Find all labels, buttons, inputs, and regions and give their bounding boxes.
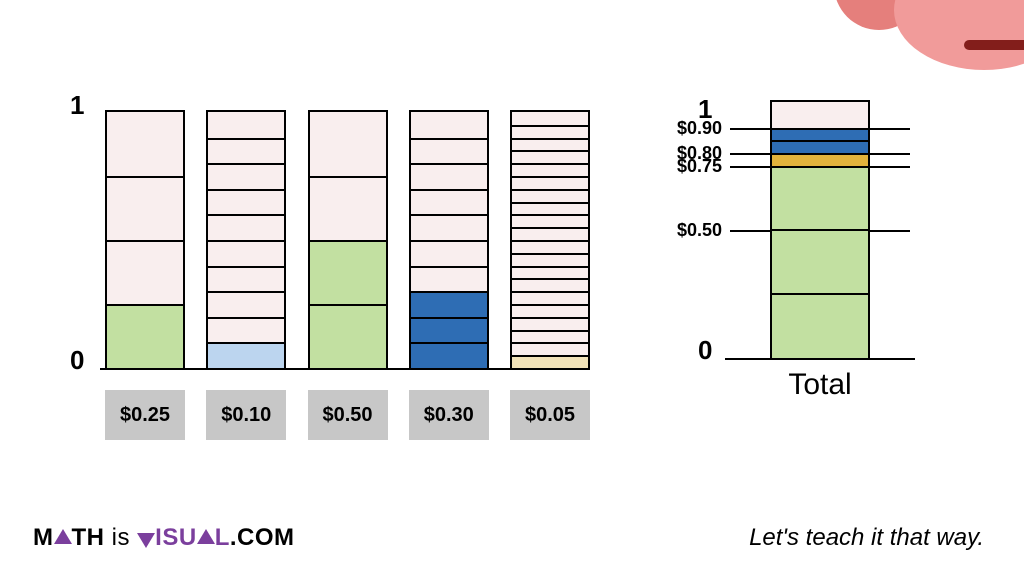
bar-segment bbox=[512, 330, 588, 343]
bar-segment bbox=[411, 266, 487, 292]
left-baseline bbox=[100, 368, 590, 370]
bar-segment bbox=[107, 304, 183, 368]
bar-segment bbox=[310, 112, 386, 176]
total-bar bbox=[770, 100, 870, 358]
bar bbox=[409, 110, 489, 368]
bar-segment bbox=[411, 291, 487, 317]
brand-is: is bbox=[105, 524, 138, 551]
total-label: Total bbox=[740, 368, 900, 402]
bar-segment bbox=[411, 342, 487, 368]
brand-th: TH bbox=[72, 524, 105, 551]
bar-segment bbox=[512, 150, 588, 163]
bar-segment bbox=[208, 291, 284, 317]
axis-label-1-left: 1 bbox=[70, 90, 84, 121]
bar-segment bbox=[512, 214, 588, 227]
bar-segment bbox=[310, 176, 386, 240]
bar-segment bbox=[512, 240, 588, 253]
bar-segment bbox=[512, 125, 588, 138]
bar-segment bbox=[512, 304, 588, 317]
triangle-down-icon bbox=[137, 533, 155, 548]
bar-segment bbox=[411, 138, 487, 164]
triangle-up-icon-2 bbox=[197, 529, 215, 544]
bar-segment bbox=[512, 317, 588, 330]
corner-decoration bbox=[864, 0, 1024, 80]
bar-segment bbox=[208, 240, 284, 266]
bar-segment bbox=[107, 176, 183, 240]
axis-label-0-left: 0 bbox=[70, 345, 84, 376]
bar-segment bbox=[512, 278, 588, 291]
price-label: $0.10 bbox=[206, 390, 286, 440]
total-segment bbox=[772, 140, 868, 153]
bar-segment bbox=[310, 304, 386, 368]
bar-segment bbox=[107, 240, 183, 304]
bar-segment bbox=[512, 163, 588, 176]
bar bbox=[308, 110, 388, 368]
axis-label-0-right: 0 bbox=[698, 335, 712, 366]
price-label: $0.50 bbox=[308, 390, 388, 440]
bar-segment bbox=[107, 112, 183, 176]
bar-segment bbox=[411, 189, 487, 215]
bar-segment bbox=[208, 112, 284, 138]
chart-area: 1 0 $0.25$0.10$0.50$0.30$0.05 1 0 $0.90$… bbox=[60, 110, 960, 430]
bar-segment bbox=[411, 214, 487, 240]
bar-segment bbox=[208, 138, 284, 164]
total-segment bbox=[772, 166, 868, 358]
price-label: $0.05 bbox=[510, 390, 590, 440]
total-tick-label: $0.75 bbox=[662, 156, 722, 177]
bar-segment bbox=[512, 202, 588, 215]
total-segment bbox=[772, 153, 868, 166]
footer-tagline: Let's teach it that way. bbox=[749, 524, 984, 552]
bar-segment bbox=[512, 189, 588, 202]
bar-segment bbox=[208, 163, 284, 189]
bar-segment bbox=[512, 355, 588, 368]
total-tick-label: $0.90 bbox=[662, 118, 722, 139]
total-group: 1 0 $0.90$0.80$0.75$0.50 Total bbox=[670, 100, 940, 400]
bar-segment bbox=[208, 266, 284, 292]
total-segment bbox=[772, 128, 868, 141]
bar-segment bbox=[208, 189, 284, 215]
brand-com: .COM bbox=[230, 524, 295, 551]
bar bbox=[206, 110, 286, 368]
total-inner-line bbox=[772, 293, 868, 295]
bar bbox=[105, 110, 185, 368]
bar-segment bbox=[512, 342, 588, 355]
brand-m: M bbox=[33, 524, 54, 551]
bar-segment bbox=[512, 112, 588, 125]
bar-segment bbox=[512, 227, 588, 240]
brand-isu: ISU bbox=[155, 524, 197, 551]
total-inner-line bbox=[772, 229, 868, 231]
bar-segment bbox=[411, 163, 487, 189]
total-baseline bbox=[725, 358, 915, 360]
bar-segment bbox=[208, 317, 284, 343]
price-label: $0.30 bbox=[409, 390, 489, 440]
bar-segment bbox=[411, 240, 487, 266]
price-label: $0.25 bbox=[105, 390, 185, 440]
left-bar-group: 1 0 $0.25$0.10$0.50$0.30$0.05 bbox=[60, 110, 590, 370]
total-tick-label: $0.50 bbox=[662, 220, 722, 241]
bar-segment bbox=[512, 266, 588, 279]
bar-segment bbox=[208, 342, 284, 368]
bar-segment bbox=[512, 291, 588, 304]
bar-segment bbox=[512, 138, 588, 151]
bar-segment bbox=[411, 112, 487, 138]
bars-row bbox=[105, 110, 590, 368]
bar-segment bbox=[310, 240, 386, 304]
bar-segment bbox=[411, 317, 487, 343]
total-bar-wrap bbox=[740, 100, 900, 358]
footer-brand: M TH is ISU L.COM bbox=[33, 524, 295, 552]
triangle-up-icon bbox=[54, 529, 72, 544]
bar-segment bbox=[512, 253, 588, 266]
bar-segment bbox=[512, 176, 588, 189]
total-segment bbox=[772, 102, 868, 128]
bar-segment bbox=[208, 214, 284, 240]
price-row: $0.25 $0.10 $0.50 $0.30 $0.05 bbox=[105, 390, 590, 440]
brand-l: L bbox=[215, 524, 230, 551]
bar bbox=[510, 110, 590, 368]
